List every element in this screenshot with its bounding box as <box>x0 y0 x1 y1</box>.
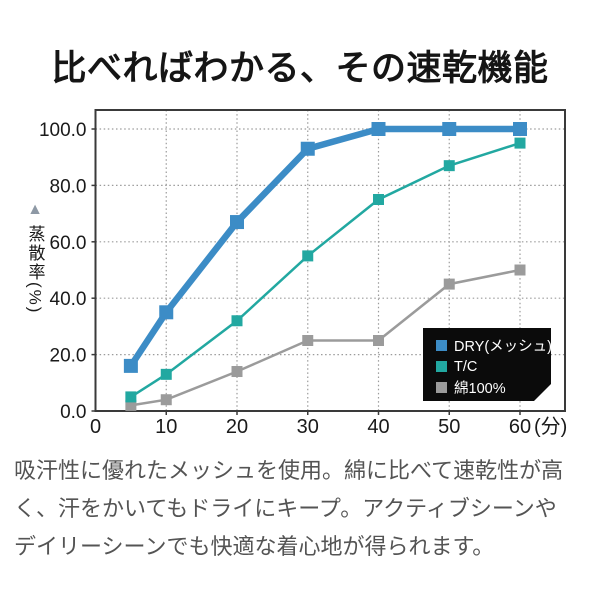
y-tick-label: 60.0 <box>50 233 87 254</box>
data-point-marker <box>514 264 526 276</box>
description-text: 吸汗性に優れたメッシュを使用。綿に比べて速乾性が高く、汗をかいてもドライにキープ… <box>14 458 564 559</box>
y-tick-label: 80.0 <box>50 176 87 197</box>
x-tick-label: 40 <box>367 416 389 438</box>
legend-label: DRY(メッシュ) <box>454 339 553 355</box>
chart-svg: 0 10 20 30 40 50 60 (分) 0.0 20.0 40.0 60.0 80.0 100.0 <box>39 109 567 438</box>
legend-item: T/C <box>436 357 551 376</box>
data-point-marker <box>300 141 315 156</box>
data-point-marker <box>514 137 526 149</box>
legend-item: 綿100% <box>436 378 551 397</box>
data-point-marker <box>442 122 457 136</box>
y-tick-label: 0.0 <box>60 402 86 423</box>
data-point-marker <box>302 335 314 346</box>
data-point-marker <box>123 358 138 373</box>
page-title: 比べればわかる、その速乾機能 <box>51 49 549 88</box>
legend-label: 綿100% <box>454 381 506 397</box>
y-axis-title: ▲ 蒸散率(%) <box>20 201 50 315</box>
chart-legend: DRY(メッシュ) T/C 綿100% <box>423 328 551 401</box>
data-point-marker <box>125 399 137 411</box>
y-tick-label: 20.0 <box>50 346 87 367</box>
data-point-marker <box>513 122 527 136</box>
legend-swatch-icon <box>436 382 447 393</box>
x-tick-label: 50 <box>438 416 460 438</box>
x-tick-label: 0 <box>90 416 101 438</box>
legend-item: DRY(メッシュ) <box>436 336 551 355</box>
y-tick-label: 40.0 <box>50 289 87 310</box>
x-axis-unit-label: (分) <box>534 415 567 438</box>
legend-label: T/C <box>454 358 478 375</box>
legend-swatch-icon <box>436 361 447 372</box>
y-axis-label: 蒸散率(%) <box>25 225 45 315</box>
x-tick-label: 30 <box>297 416 319 438</box>
data-point-marker <box>371 122 386 136</box>
data-point-marker <box>443 160 455 172</box>
data-point-marker <box>373 194 384 205</box>
y-tick-label: 100.0 <box>39 120 87 141</box>
data-point-marker <box>159 305 174 320</box>
data-point-marker <box>373 335 384 346</box>
data-point-marker <box>160 368 172 380</box>
legend-swatch-icon <box>436 340 447 351</box>
data-point-marker <box>302 250 314 262</box>
plot-border <box>94 109 566 412</box>
data-point-marker <box>230 215 244 230</box>
x-tick-label: 60 <box>509 416 531 438</box>
x-tick-label: 10 <box>155 416 177 438</box>
data-point-marker <box>443 278 455 290</box>
x-tick-label: 20 <box>226 416 248 438</box>
up-triangle-icon: ▲ <box>27 201 43 218</box>
data-point-marker <box>231 366 243 378</box>
data-point-marker <box>125 391 137 403</box>
data-point-marker <box>231 315 243 327</box>
data-point-marker <box>160 394 172 406</box>
